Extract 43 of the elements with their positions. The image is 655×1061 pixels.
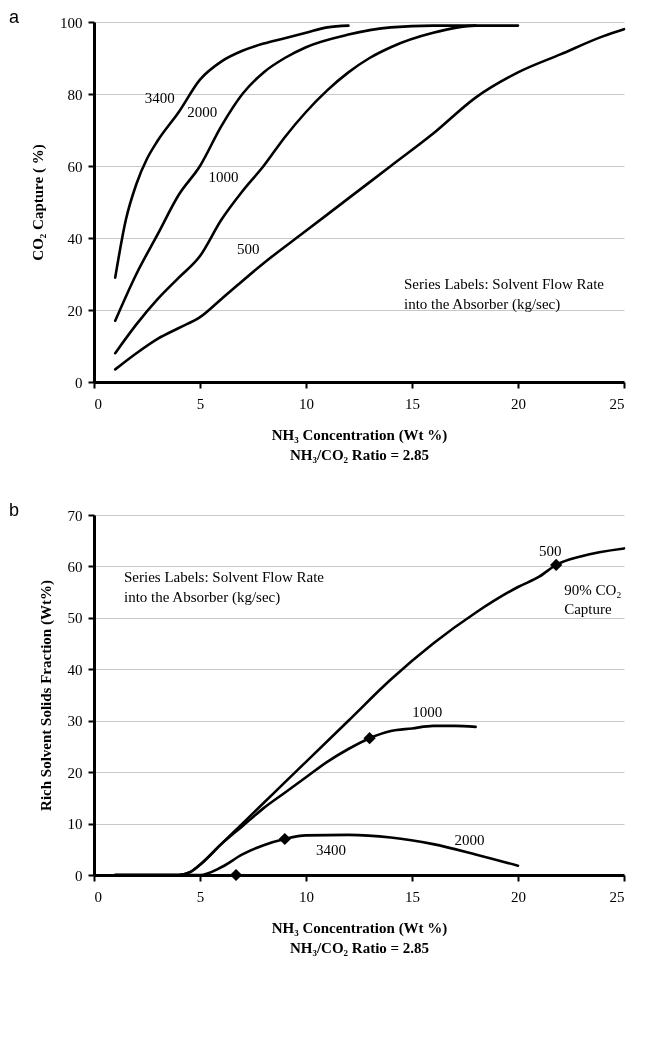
chart-title: b [9,500,20,520]
y-tick-label: 50 [67,610,83,627]
annotation: Series Labels: Solvent Flow Rate into the Absorber (kg/sec) [404,276,605,313]
y-tick-label: 30 [67,713,83,730]
x-tick-label: 20 [511,395,526,412]
x-tick-label: 5 [196,395,205,412]
series-label: 500 [237,241,260,258]
y-tick-label: 20 [67,302,83,319]
y-tick-label: 20 [67,764,83,781]
y-tick-label: 80 [67,86,83,103]
x-tick-label: 0 [94,395,102,412]
chart-title: a [9,7,20,27]
series-label: 2000 [187,104,218,121]
y-tick-label: 60 [67,158,83,175]
annotation: Series Labels: Solvent Flow Rate into the Absorber (kg/sec) [124,569,325,606]
x-tick-label: 25 [609,888,625,905]
y-tick-label: 0 [75,867,83,884]
x-tick-label: 25 [609,395,625,412]
x-tick-label: 15 [405,888,420,905]
y-axis-title: CO₂ Capture ( %) [30,144,47,261]
x-tick-label: 10 [299,888,314,905]
annotation: 90% CO₂ Capture [564,581,622,617]
y-tick-label: 0 [75,374,83,391]
x-tick-label: 20 [511,888,526,905]
y-tick-label: 60 [67,558,83,575]
annotation: 3400 [316,842,346,858]
x-tick-label: 5 [196,888,205,905]
x-tick-label: 0 [94,888,102,905]
series-label: 1000 [208,169,239,186]
series-label: 3400 [144,90,175,106]
series-label: 2000 [454,832,485,849]
y-tick-label: 40 [67,230,83,247]
y-tick-label: 10 [67,816,83,833]
y-tick-label: 100 [60,14,83,31]
x-tick-label: 15 [405,395,420,412]
y-tick-label: 40 [67,661,83,678]
series-label: 1000 [412,703,443,720]
x-axis-title: NH₃ Concentration (Wt %) NH₃/CO₂ Ratio = 2.85 [271,919,448,956]
y-tick-label: 70 [67,507,83,524]
y-axis-title: Rich Solvent Solids Fraction (Wt%) [37,580,55,811]
x-tick-label: 10 [299,395,314,412]
x-axis-title: NH₃ Concentration (Wt %) NH₃/CO₂ Ratio = 2.85 [271,426,448,463]
series-label: 500 [538,542,562,559]
